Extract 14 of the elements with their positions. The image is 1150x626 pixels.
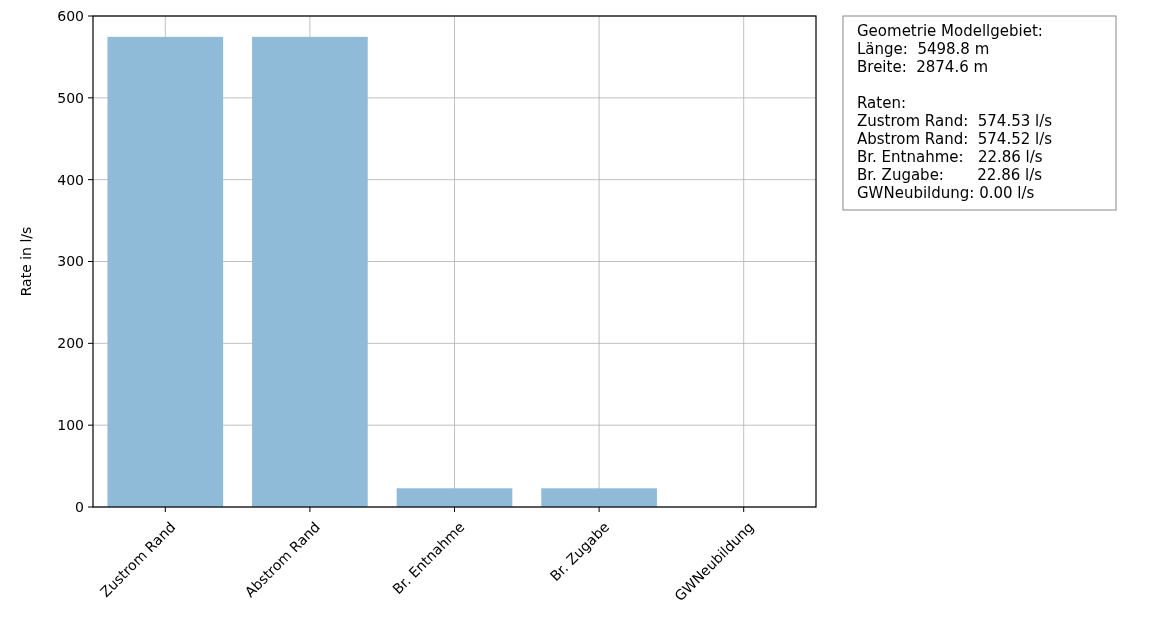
y-tick-label: 500 <box>57 89 84 106</box>
y-tick-label: 0 <box>75 498 84 515</box>
bar <box>396 488 513 507</box>
y-tick-label: 400 <box>57 171 84 188</box>
bar <box>252 36 368 507</box>
y-tick-label: 300 <box>57 253 84 270</box>
y-tick-label: 600 <box>57 7 84 24</box>
text: Geometrie Modellgebiet: Länge: 5498.8 m Breite: 2874.6 m <box>857 22 1043 76</box>
y-tick-label: 100 <box>57 417 84 434</box>
y-axis-title: Rate in l/s <box>18 226 34 297</box>
y-tick-label: 200 <box>57 335 84 352</box>
bar <box>541 488 657 507</box>
bar <box>107 36 224 507</box>
text: Raten: Zustrom Rand: 574.53 l/s Abstrom Rand: 574.52 l/s Br. Entnahme: 22.86 l/s Br. Zugabe: 22.86 l/s GWNeubildung: 0.00 l/s <box>857 94 1053 202</box>
